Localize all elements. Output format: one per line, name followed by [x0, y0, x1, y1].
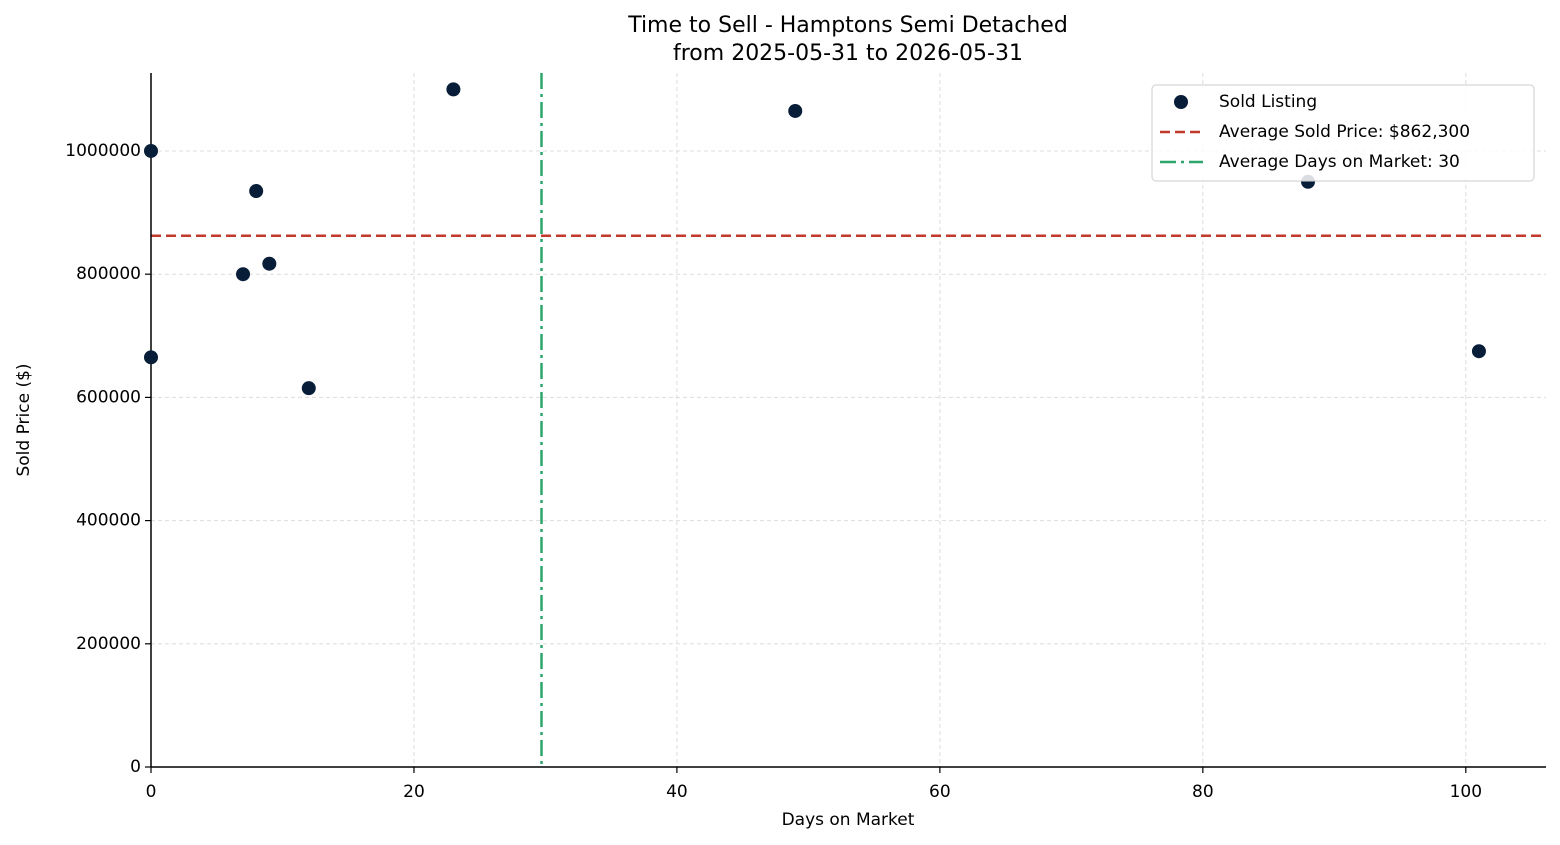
data-point	[1471, 344, 1486, 359]
y-tick-label: 0	[130, 757, 141, 777]
legend-label: Sold Listing	[1219, 92, 1317, 112]
legend-marker	[1174, 95, 1188, 109]
chart-title: Time to Sell - Hamptons Semi Detached	[627, 13, 1068, 38]
data-point	[788, 103, 803, 118]
data-point	[144, 350, 158, 365]
data-point	[446, 82, 461, 97]
data-point	[144, 143, 158, 158]
y-tick-label: 400000	[76, 511, 141, 531]
x-tick-label: 40	[666, 782, 688, 802]
y-tick-label: 600000	[76, 387, 141, 407]
data-point	[301, 381, 316, 396]
y-tick-label: 800000	[76, 264, 141, 284]
legend-label: Average Sold Price: $862,300	[1219, 122, 1470, 142]
data-point	[236, 267, 251, 282]
x-axis-label: Days on Market	[782, 810, 915, 830]
y-tick-label: 1000000	[65, 141, 141, 161]
legend: Sold Listing Average Sold Price: $862,300…	[1151, 84, 1535, 182]
legend-label: Average Days on Market: 30	[1219, 152, 1460, 172]
data-point	[249, 184, 264, 199]
data-point	[262, 256, 277, 271]
x-tick-label: 0	[146, 782, 157, 802]
legend-box	[1151, 84, 1535, 182]
y-tick-label: 200000	[76, 634, 141, 654]
x-tick-label: 100	[1450, 782, 1482, 802]
chart-subtitle: from 2025-05-31 to 2026-05-31	[673, 41, 1023, 66]
y-axis-label: Sold Price ($)	[14, 363, 34, 476]
x-tick-label: 20	[403, 782, 425, 802]
x-tick-label: 80	[1192, 782, 1214, 802]
x-tick-label: 60	[929, 782, 951, 802]
